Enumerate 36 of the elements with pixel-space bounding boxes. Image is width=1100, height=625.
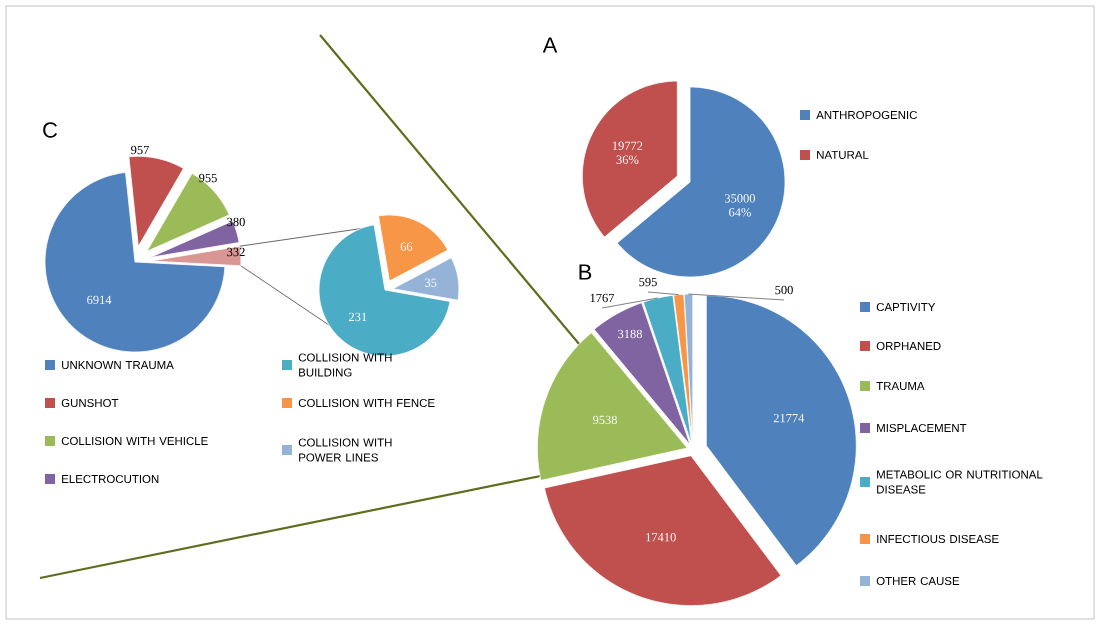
legend-label: MISPLACEMENT — [877, 423, 967, 433]
data-label: 955 — [199, 173, 217, 183]
legend-label: ORPHANED — [876, 341, 941, 351]
legend-label: COLLISION WITH FENCE — [298, 398, 435, 408]
legend-label: COLLISION WITH BUILDING — [298, 353, 392, 377]
legend-label: UNKNOWN TRAUMA — [62, 360, 174, 370]
legend-label: INFECTIOUS DISEASE — [877, 534, 999, 544]
legend-label: ANTHROPOGENIC — [816, 110, 917, 120]
legend-label: METABOLIC OR NUTRITIONAL DISEASE — [877, 470, 1043, 494]
data-label: 1767 — [590, 293, 615, 303]
legend-label: OTHER CAUSE — [876, 576, 960, 586]
legend-label: COLLISION WITH VEHICLE — [61, 436, 208, 446]
legend-label: TRAUMA — [876, 382, 925, 390]
data-label: 35000 64% — [724, 194, 756, 217]
data-label: 332 — [227, 247, 245, 257]
data-label: 500 — [775, 285, 793, 295]
data-label: 35 — [425, 278, 437, 287]
legend-label: CAPTIVITY — [876, 302, 936, 312]
data-label: 66 — [400, 242, 413, 251]
data-label: 380 — [227, 217, 245, 227]
chart-title: B — [579, 264, 592, 280]
chart-title: A — [542, 37, 558, 53]
data-label: 9538 — [592, 415, 617, 425]
data-label: 19772 36% — [612, 141, 643, 164]
legend-label: ELECTROCUTION — [62, 474, 159, 484]
data-label: 3188 — [618, 329, 642, 339]
data-label: 17410 — [646, 533, 676, 542]
legend-label: GUNSHOT — [61, 398, 119, 408]
chart-title: C — [43, 122, 58, 138]
legend-label: COLLISION WITH POWER LINES — [298, 438, 392, 462]
data-label: 595 — [639, 277, 657, 287]
data-label: 957 — [131, 145, 149, 155]
data-label: 231 — [349, 312, 367, 322]
data-label: 6914 — [87, 295, 112, 305]
legend-label: NATURAL — [817, 151, 869, 159]
data-label: 21774 — [773, 413, 805, 423]
